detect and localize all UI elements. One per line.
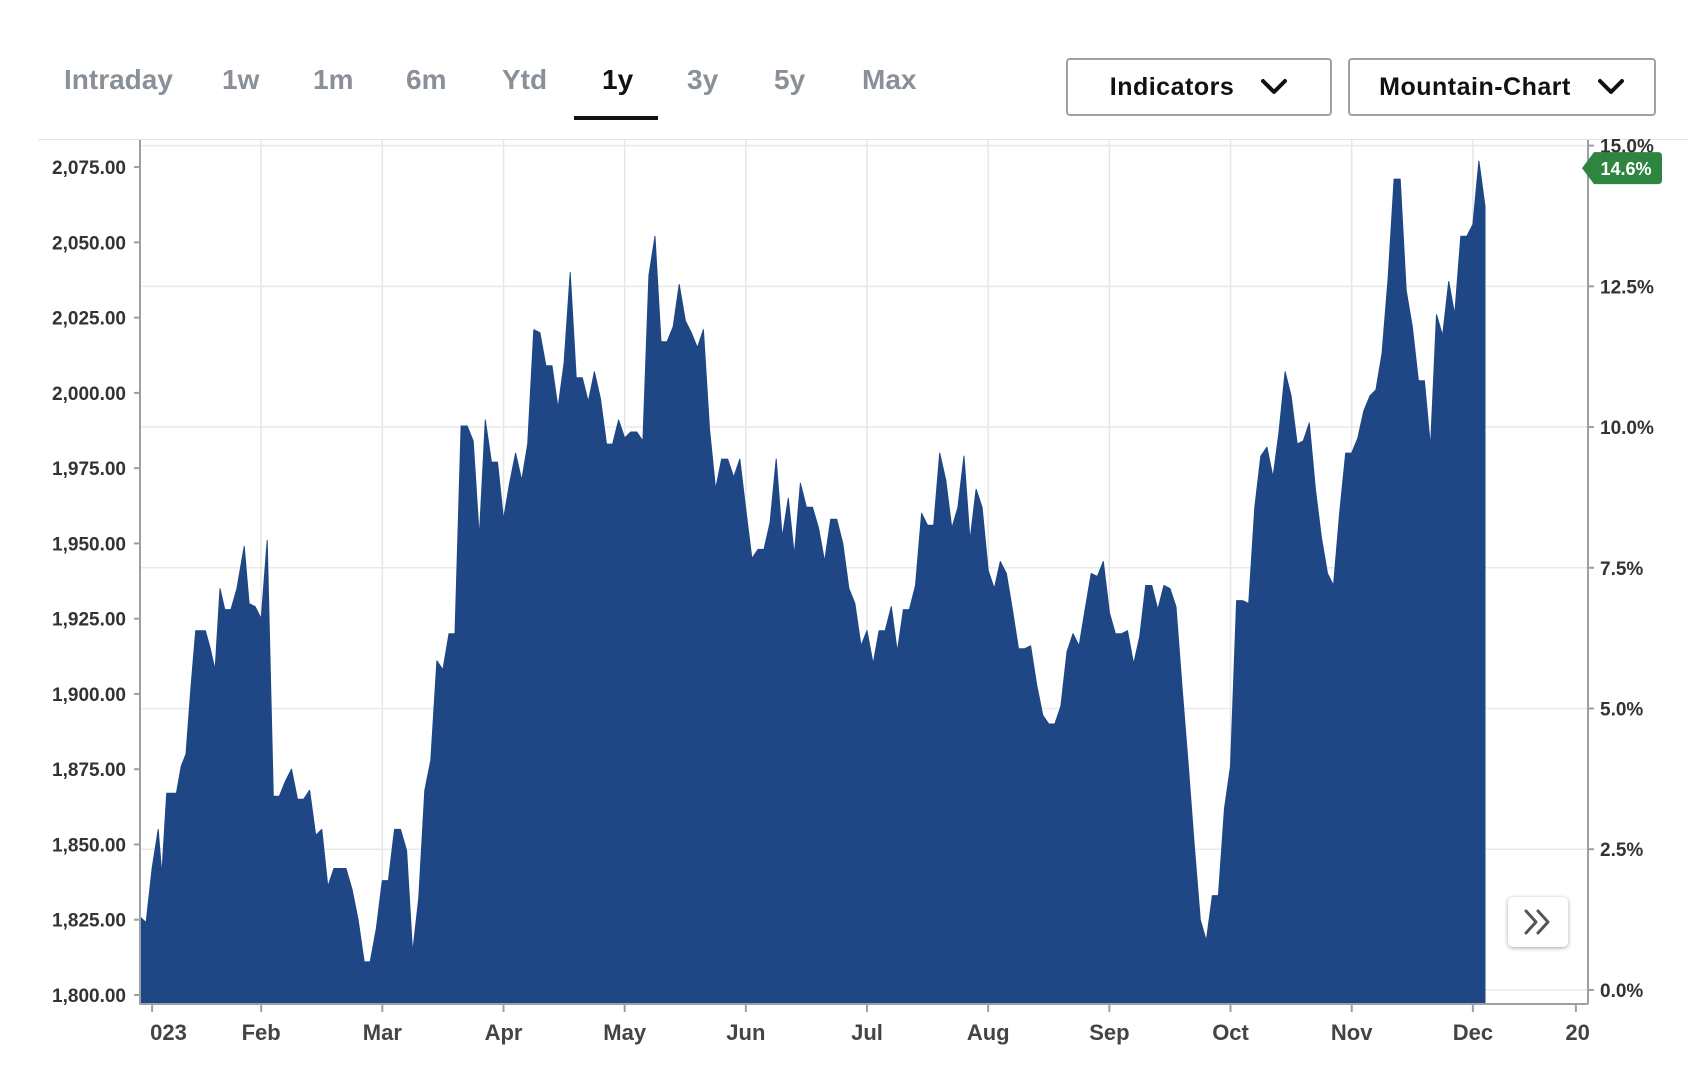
tab-ytd[interactable]: Ytd: [502, 64, 548, 95]
y-left-tick-label: 2,075.00: [52, 158, 126, 179]
x-tick-label: Oct: [1212, 1020, 1249, 1045]
y-right-tick-label: 7.5%: [1600, 559, 1643, 580]
y-left-tick-label: 2,050.00: [52, 233, 126, 254]
x-tick-label: Dec: [1453, 1020, 1493, 1045]
indicators-dropdown[interactable]: Indicators: [1066, 58, 1332, 116]
y-left-tick-label: 1,850.00: [52, 835, 126, 856]
active-tab-underline: [574, 116, 658, 120]
y-left-tick-label: 1,900.00: [52, 685, 126, 706]
y-left-tick-label: 2,000.00: [52, 384, 126, 405]
header-divider: [38, 139, 1688, 140]
y-right-tick-label: 2.5%: [1600, 840, 1643, 861]
tab-max[interactable]: Max: [862, 64, 917, 95]
x-tick-label: Jun: [726, 1020, 765, 1045]
chart-type-label: Mountain-Chart: [1379, 72, 1571, 101]
price-area: [139, 160, 1486, 1005]
y-left-tick-label: 1,925.00: [52, 610, 126, 631]
x-tick-label: Jul: [851, 1020, 883, 1045]
x-tick-label: Feb: [242, 1020, 281, 1045]
expand-chart-button[interactable]: [1508, 897, 1568, 947]
indicators-label: Indicators: [1109, 72, 1235, 101]
y-right-tick-label: 10.0%: [1600, 418, 1654, 439]
tab-1w[interactable]: 1w: [222, 64, 260, 95]
x-tick-label: Sep: [1089, 1020, 1129, 1045]
x-tick-label: Nov: [1331, 1020, 1373, 1045]
y-left-tick-label: 1,800.00: [52, 986, 126, 1007]
x-tick-label: Apr: [485, 1020, 523, 1045]
tab-1y[interactable]: 1y: [602, 64, 634, 95]
y-right-tick-label: 5.0%: [1600, 699, 1643, 720]
tab-3y[interactable]: 3y: [687, 64, 719, 95]
tab-intraday[interactable]: Intraday: [64, 64, 173, 95]
tab-1m[interactable]: 1m: [313, 64, 354, 95]
y-left-tick-label: 1,875.00: [52, 760, 126, 781]
chart-type-dropdown[interactable]: Mountain-Chart: [1348, 58, 1656, 116]
x-tick-label: 20: [1565, 1020, 1589, 1045]
y-right-tick-label: 0.0%: [1600, 981, 1643, 1002]
chevron-down-icon: [1597, 79, 1624, 94]
y-left-tick-label: 1,975.00: [52, 459, 126, 480]
x-tick-label: Aug: [967, 1020, 1010, 1045]
y-left-tick-label: 1,825.00: [52, 911, 126, 932]
double-chevron-right-icon: [1524, 909, 1550, 935]
x-tick-label: 023: [150, 1020, 187, 1045]
current-change-label: 14.6%: [1600, 159, 1651, 179]
chevron-down-icon: [1261, 79, 1288, 94]
tab-6m[interactable]: 6m: [406, 64, 447, 95]
tab-5y[interactable]: 5y: [774, 64, 806, 95]
y-left-tick-label: 1,950.00: [52, 534, 126, 555]
x-tick-label: May: [603, 1020, 647, 1045]
current-change-badge: [1582, 152, 1662, 185]
x-tick-label: Mar: [363, 1020, 403, 1045]
y-right-tick-label: 12.5%: [1600, 277, 1654, 298]
y-left-tick-label: 2,025.00: [52, 309, 126, 330]
